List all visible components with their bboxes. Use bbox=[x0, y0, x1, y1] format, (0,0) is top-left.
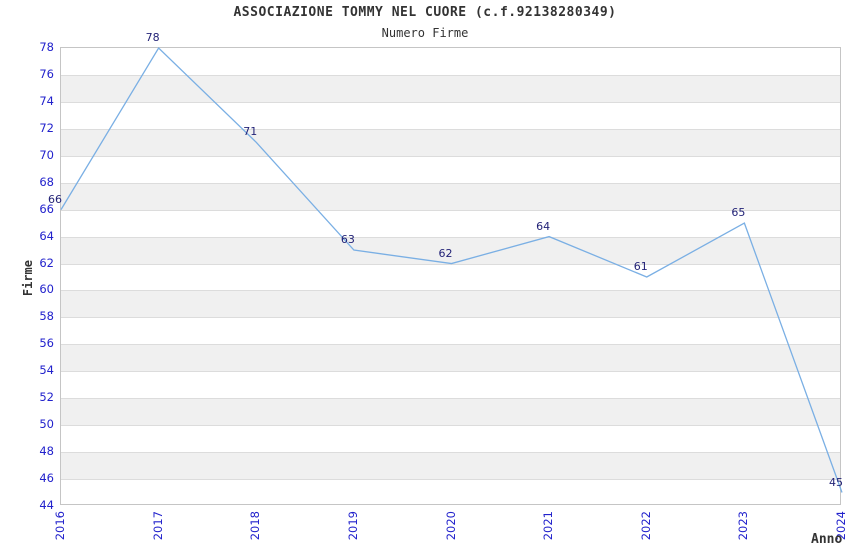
y-tick-label: 48 bbox=[39, 444, 54, 459]
x-tick-label: 2023 bbox=[736, 511, 751, 541]
data-point-label: 63 bbox=[340, 233, 355, 247]
y-tick-label: 74 bbox=[39, 93, 54, 108]
y-tick-label: 58 bbox=[39, 309, 54, 324]
chart-title: ASSOCIAZIONE TOMMY NEL CUORE (c.f.921382… bbox=[233, 5, 617, 20]
y-tick-label: 78 bbox=[39, 40, 54, 54]
gridline bbox=[61, 209, 840, 211]
plot-band bbox=[61, 452, 840, 480]
x-tick-label: 2021 bbox=[541, 511, 556, 541]
gridline bbox=[61, 371, 840, 373]
gridline bbox=[61, 290, 840, 292]
data-point-label: 45 bbox=[829, 475, 843, 489]
gridline bbox=[61, 101, 840, 103]
data-point-label: 64 bbox=[536, 219, 551, 233]
x-axis-title: Anno bbox=[811, 532, 843, 547]
y-tick-label: 72 bbox=[39, 120, 54, 135]
plot-band bbox=[61, 182, 840, 210]
x-tick-label: 2019 bbox=[345, 511, 360, 541]
x-tick-label: 2017 bbox=[150, 511, 165, 541]
series-line bbox=[60, 46, 843, 493]
gridline bbox=[61, 182, 840, 184]
y-tick-label: 60 bbox=[39, 282, 54, 297]
data-point-label: 65 bbox=[731, 206, 746, 220]
gridline bbox=[61, 398, 840, 400]
data-point-label: 71 bbox=[243, 125, 258, 139]
y-tick-label: 44 bbox=[39, 498, 54, 512]
x-tick-label: 2022 bbox=[638, 511, 653, 541]
data-point-label: 62 bbox=[438, 246, 453, 260]
plot-area bbox=[60, 46, 843, 505]
data-point-label: 61 bbox=[633, 260, 648, 273]
plot-band bbox=[61, 398, 840, 426]
chart-subtitle: Numero Firme bbox=[381, 26, 469, 40]
plot-band bbox=[61, 344, 840, 372]
y-tick-label: 66 bbox=[39, 201, 54, 216]
gridline bbox=[61, 452, 840, 454]
y-tick-label: 50 bbox=[39, 417, 54, 432]
y-tick-label: 64 bbox=[39, 228, 54, 243]
y-tick-label: 68 bbox=[39, 174, 54, 189]
data-point-label: 78 bbox=[145, 31, 160, 44]
data-point-label: 66 bbox=[48, 192, 62, 206]
y-tick-label: 70 bbox=[39, 147, 54, 162]
x-tick-label: 2018 bbox=[248, 511, 263, 541]
x-tick-label: 2020 bbox=[443, 511, 458, 541]
plot-band bbox=[61, 128, 840, 156]
gridline bbox=[61, 236, 840, 238]
line-series bbox=[60, 46, 843, 493]
y-tick-label: 54 bbox=[39, 363, 54, 378]
y-tick-label: 62 bbox=[39, 255, 54, 270]
gridline bbox=[61, 74, 840, 76]
y-axis-title: Firme bbox=[21, 260, 35, 297]
y-tick-label: 76 bbox=[39, 66, 54, 81]
x-tick-label: 2016 bbox=[53, 511, 67, 541]
plot-band bbox=[61, 290, 840, 318]
gridline bbox=[61, 317, 840, 319]
gridline bbox=[61, 128, 840, 130]
y-tick-label: 46 bbox=[39, 471, 54, 486]
y-tick-label: 52 bbox=[39, 390, 54, 405]
gridline bbox=[61, 425, 840, 427]
gridline bbox=[61, 479, 840, 481]
plot-band bbox=[61, 236, 840, 264]
gridline bbox=[61, 155, 840, 157]
gridline bbox=[61, 344, 840, 346]
y-tick-label: 56 bbox=[39, 336, 54, 351]
